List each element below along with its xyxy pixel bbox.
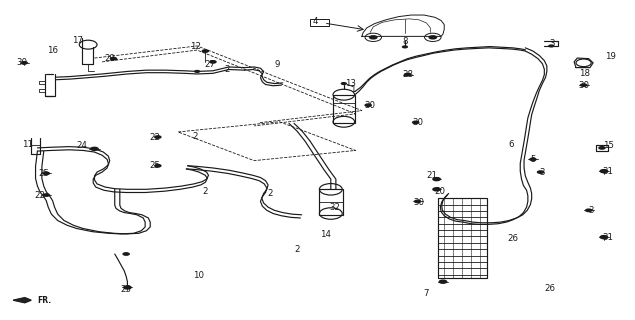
Text: 2: 2 [225, 65, 231, 74]
Text: 24: 24 [76, 141, 87, 150]
Text: 3: 3 [589, 206, 594, 215]
Bar [333, 95, 355, 123]
Circle shape [414, 199, 422, 203]
Text: 3: 3 [549, 39, 555, 48]
Text: 22: 22 [34, 190, 46, 200]
Text: 14: 14 [320, 230, 331, 239]
Text: 30: 30 [413, 197, 424, 206]
Text: 19: 19 [605, 52, 617, 61]
Circle shape [369, 35, 378, 40]
Circle shape [598, 146, 606, 150]
Circle shape [43, 172, 50, 175]
Circle shape [537, 170, 544, 174]
Text: 6: 6 [509, 140, 514, 149]
Circle shape [364, 103, 372, 107]
Text: 29: 29 [104, 53, 115, 62]
Text: 4: 4 [312, 17, 318, 26]
Text: 2: 2 [267, 189, 272, 198]
Text: 2: 2 [202, 188, 208, 196]
Text: 2: 2 [295, 245, 300, 254]
Circle shape [201, 49, 209, 53]
Circle shape [154, 135, 162, 139]
Text: 10: 10 [194, 271, 204, 280]
Text: 11: 11 [22, 140, 33, 149]
Text: 23: 23 [121, 284, 131, 293]
Text: 28: 28 [403, 70, 413, 79]
Text: 26: 26 [507, 234, 518, 243]
Text: FR.: FR. [37, 296, 51, 305]
Circle shape [194, 70, 200, 73]
Circle shape [412, 121, 420, 124]
Text: 8: 8 [402, 37, 408, 46]
Circle shape [404, 73, 411, 76]
Circle shape [529, 157, 537, 161]
Circle shape [432, 177, 441, 181]
Polygon shape [13, 298, 31, 303]
Text: 16: 16 [47, 45, 58, 55]
Circle shape [90, 147, 99, 151]
Bar [438, 198, 487, 278]
Text: 7: 7 [424, 289, 429, 298]
Text: 20: 20 [434, 188, 445, 196]
Circle shape [43, 193, 50, 197]
Circle shape [402, 45, 408, 49]
Text: 1: 1 [350, 85, 355, 94]
Text: 17: 17 [72, 36, 83, 45]
Text: 12: 12 [190, 42, 201, 52]
Circle shape [599, 235, 608, 239]
Circle shape [580, 83, 587, 87]
Text: 30: 30 [364, 101, 375, 110]
Text: 30: 30 [578, 81, 589, 90]
Text: 22: 22 [149, 132, 160, 141]
Text: 3: 3 [540, 168, 545, 177]
Text: 9: 9 [275, 60, 280, 69]
Text: 31: 31 [602, 233, 613, 242]
Text: 15: 15 [603, 141, 615, 150]
Circle shape [585, 208, 592, 212]
Text: 2: 2 [192, 132, 198, 140]
Text: 13: 13 [345, 79, 356, 88]
Bar [310, 19, 329, 26]
Circle shape [20, 61, 28, 65]
Circle shape [123, 252, 130, 256]
Text: 5: 5 [530, 155, 536, 164]
Text: 31: 31 [602, 167, 613, 176]
Circle shape [123, 285, 132, 290]
Text: 18: 18 [579, 69, 591, 78]
Text: 30: 30 [412, 118, 423, 127]
Circle shape [439, 279, 448, 284]
Text: 27: 27 [204, 60, 215, 69]
Circle shape [548, 44, 554, 48]
Circle shape [432, 187, 441, 192]
Circle shape [209, 60, 217, 64]
Text: 32: 32 [330, 203, 341, 212]
Circle shape [154, 164, 162, 168]
Text: 21: 21 [426, 172, 437, 180]
Text: 25: 25 [38, 169, 50, 178]
Circle shape [340, 82, 347, 85]
Circle shape [110, 57, 117, 60]
Text: 26: 26 [545, 284, 556, 293]
Bar [319, 189, 343, 215]
Text: 30: 30 [16, 58, 27, 67]
Text: 25: 25 [149, 161, 160, 170]
Circle shape [429, 35, 438, 40]
Circle shape [599, 169, 608, 173]
